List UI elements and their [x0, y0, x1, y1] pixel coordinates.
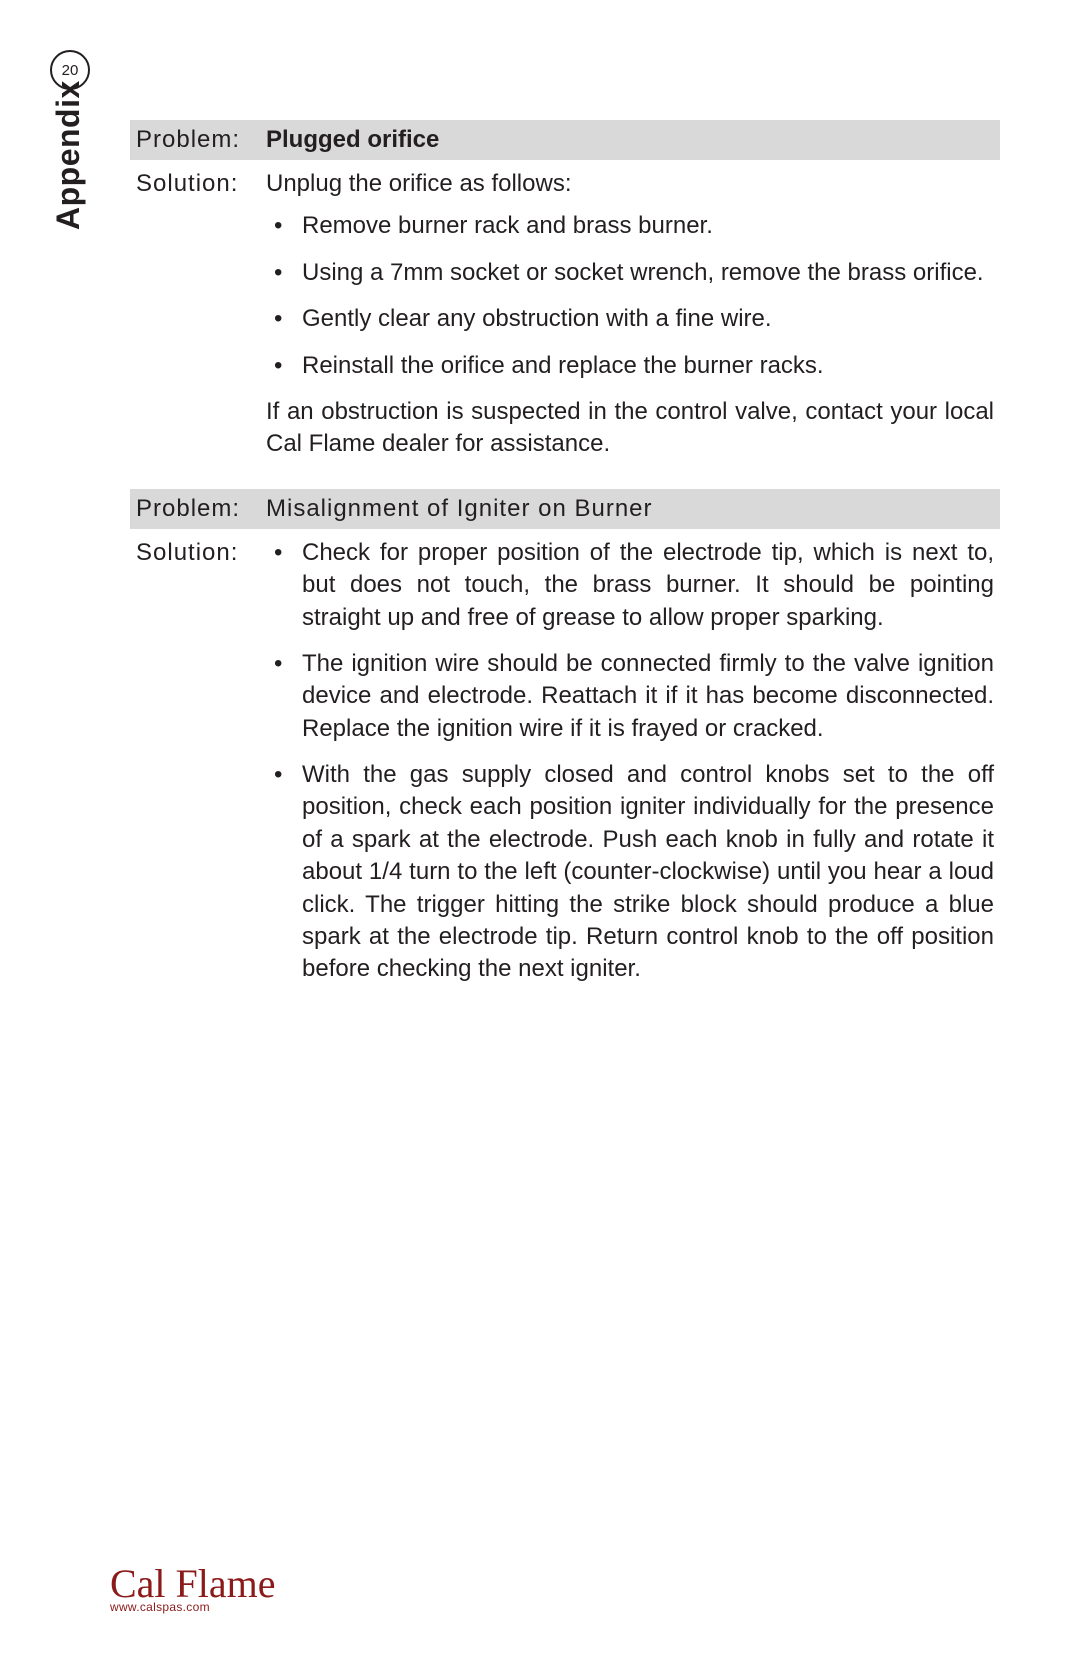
list-item: Using a 7mm socket or socket wrench, rem… [266, 257, 994, 289]
solution-intro: Unplug the orifice as follows: [266, 168, 994, 200]
problem-header: Problem: Plugged orifice [130, 120, 1000, 160]
problem-header: Problem: Misalignment of Igniter on Burn… [130, 489, 1000, 529]
list-item: With the gas supply closed and control k… [266, 759, 994, 986]
content-area: Problem: Plugged orifice Solution: Unplu… [130, 120, 1000, 1000]
solution-body: Check for proper position of the electro… [266, 537, 994, 1000]
brand-logo: Cal Flame [110, 1566, 276, 1602]
problem-label: Problem: [136, 495, 266, 523]
list-item: Remove burner rack and brass burner. [266, 210, 994, 242]
solution-label: Solution: [136, 537, 266, 1000]
list-item: The ignition wire should be connected fi… [266, 648, 994, 745]
solution-row: Solution: Unplug the orifice as follows:… [130, 168, 1000, 461]
list-item: Check for proper position of the electro… [266, 537, 994, 634]
solution-label: Solution: [136, 168, 266, 461]
problem-title: Plugged orifice [266, 126, 439, 154]
bullet-list: Remove burner rack and brass burner. Usi… [266, 210, 994, 382]
solution-row: Solution: Check for proper position of t… [130, 537, 1000, 1000]
solution-tail: If an obstruction is suspected in the co… [266, 396, 994, 461]
problem-label: Problem: [136, 126, 266, 154]
problem-title: Misalignment of Igniter on Burner [266, 495, 653, 523]
solution-body: Unplug the orifice as follows: Remove bu… [266, 168, 994, 461]
list-item: Reinstall the orifice and replace the bu… [266, 350, 994, 382]
section-label: Appendix [50, 80, 87, 230]
troubleshoot-block-0: Problem: Plugged orifice Solution: Unplu… [130, 120, 1000, 461]
footer: Cal Flame www.calspas.com [110, 1566, 276, 1614]
troubleshoot-block-1: Problem: Misalignment of Igniter on Burn… [130, 489, 1000, 1000]
bullet-list: Check for proper position of the electro… [266, 537, 994, 986]
page: 20 Appendix Problem: Plugged orifice Sol… [0, 0, 1080, 1669]
list-item: Gently clear any obstruction with a fine… [266, 303, 994, 335]
page-number-text: 20 [62, 62, 79, 79]
